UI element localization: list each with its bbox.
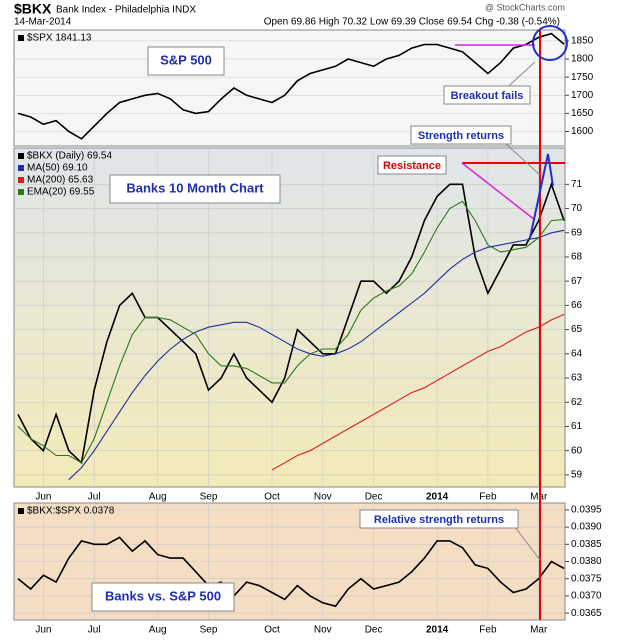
legend-swatch (18, 165, 24, 171)
annotation: Resistance (383, 160, 441, 172)
y-tick-label: 67 (571, 276, 583, 287)
annotation-box (359, 509, 519, 529)
annotation: S&P 500 (160, 52, 212, 67)
y-tick-label: 0.0385 (571, 539, 602, 550)
annotation-box (147, 46, 225, 76)
y-tick-label: 0.0395 (571, 505, 602, 516)
y-tick-label: 1650 (571, 108, 594, 119)
x-tick-label: 2014 (426, 625, 449, 636)
x-tick-label: Mar (530, 625, 548, 636)
annotation: Banks 10 Month Chart (126, 180, 264, 195)
source: @ StockCharts.com (485, 2, 565, 12)
legend-label: EMA(20) 69.55 (27, 187, 95, 198)
y-tick-label: 1600 (571, 126, 594, 137)
annotation: Relative strength returns (374, 514, 504, 526)
annotation-box (443, 85, 531, 105)
x-tick-label: 2014 (426, 492, 449, 503)
legend-label: MA(50) 69.10 (27, 163, 88, 174)
x-tick-label: Jun (35, 492, 51, 503)
y-tick-label: 1850 (571, 36, 594, 47)
annotation-box (109, 174, 281, 204)
legend-label: $SPX 1841.13 (27, 33, 92, 44)
x-tick-label: Nov (314, 492, 332, 503)
x-tick-label: Feb (479, 625, 497, 636)
y-tick-label: 69 (571, 227, 583, 238)
date: 14-Mar-2014 (14, 17, 72, 28)
annotation: Banks vs. S&P 500 (105, 588, 221, 603)
legend-swatch (18, 177, 24, 183)
y-tick-label: 0.0375 (571, 573, 602, 584)
series-line (17, 536, 565, 608)
y-tick-label: 66 (571, 300, 583, 311)
y-tick-label: 60 (571, 445, 583, 456)
x-tick-label: Oct (264, 492, 280, 503)
y-tick-label: 61 (571, 421, 583, 432)
series-line (17, 200, 565, 464)
series-line (68, 229, 565, 481)
legend-label: $BKX:$SPX 0.0378 (27, 506, 115, 517)
y-tick-label: 1750 (571, 72, 594, 83)
legend-label: MA(200) 65.63 (27, 175, 94, 186)
legend-label: $BKX (Daily) 69.54 (27, 151, 112, 162)
panel-bg (13, 147, 566, 488)
y-tick-label: 0.0380 (571, 556, 602, 567)
series-line (271, 313, 565, 471)
series-line (17, 181, 565, 465)
legend-swatch (18, 189, 24, 195)
x-tick-label: Jun (35, 625, 51, 636)
x-tick-label: Feb (479, 492, 497, 503)
x-tick-label: Dec (365, 625, 383, 636)
y-tick-label: 1700 (571, 90, 594, 101)
legend-swatch (18, 35, 24, 41)
x-tick-label: Aug (149, 625, 167, 636)
y-tick-label: 68 (571, 252, 583, 263)
x-tick-label: Aug (149, 492, 167, 503)
x-tick-label: Sep (200, 625, 218, 636)
quote: Open 69.86 High 70.32 Low 69.39 Close 69… (264, 17, 560, 28)
annotation: Breakout fails (451, 90, 524, 102)
callout-line (504, 142, 541, 176)
y-tick-label: 62 (571, 397, 583, 408)
y-tick-label: 0.0370 (571, 591, 602, 602)
x-tick-label: Dec (365, 492, 383, 503)
trend-line (461, 162, 536, 221)
annotation-box (91, 582, 235, 612)
x-tick-label: Nov (314, 625, 332, 636)
y-tick-label: 70 (571, 203, 583, 214)
highlight-circle (532, 25, 568, 61)
symbol: $BKX (14, 1, 52, 17)
legend-swatch (18, 153, 24, 159)
callout-line (514, 526, 541, 561)
legend-swatch (18, 508, 24, 514)
x-tick-label: Oct (264, 625, 280, 636)
x-tick-label: Sep (200, 492, 218, 503)
y-tick-label: 0.0365 (571, 608, 602, 619)
index-name: Bank Index - Philadelphia INDX (56, 5, 196, 16)
annotation-box (410, 125, 512, 145)
y-tick-label: 0.0390 (571, 522, 602, 533)
y-tick-label: 71 (571, 179, 583, 190)
annotation: Strength returns (418, 130, 504, 142)
annotation-box (377, 155, 447, 175)
x-tick-label: Jul (88, 492, 101, 503)
y-tick-label: 65 (571, 324, 583, 335)
y-tick-label: 63 (571, 373, 583, 384)
y-tick-label: 1800 (571, 54, 594, 65)
series-line (17, 32, 565, 140)
y-tick-label: 59 (571, 470, 583, 481)
strength-line (529, 153, 554, 239)
x-tick-label: Jul (88, 625, 101, 636)
y-tick-label: 64 (571, 348, 583, 359)
